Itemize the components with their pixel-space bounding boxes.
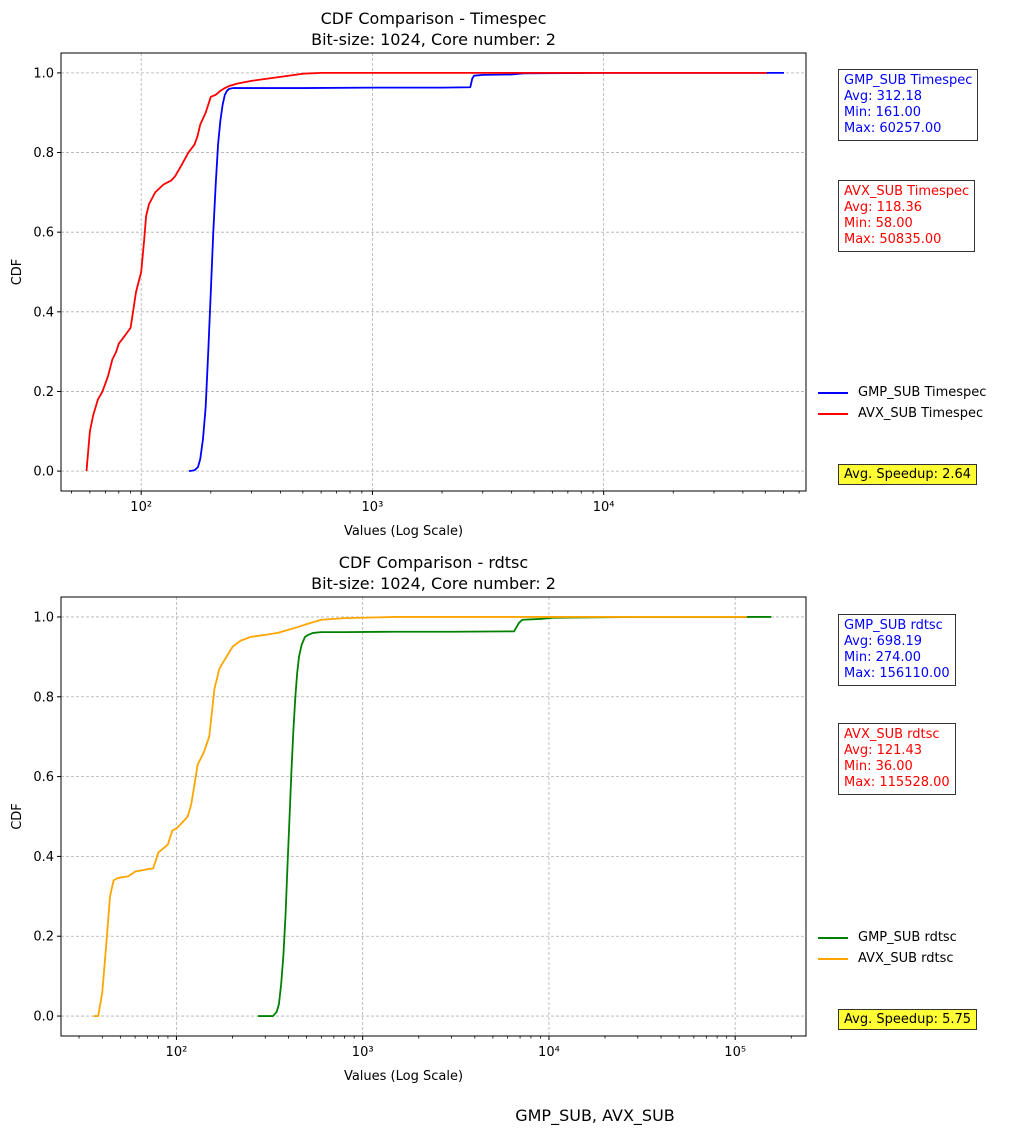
y-tick-label: 0.2 (33, 385, 54, 400)
x-minor-ticks (71, 491, 800, 494)
x-tick-label: 10⁴ (593, 500, 615, 515)
stats-line: Avg: 312.18 (844, 89, 923, 104)
x-tick-label: 10³ (352, 1045, 374, 1060)
y-tick-label: 1.0 (33, 610, 54, 625)
legend-item: GMP_SUB Timespec (818, 382, 986, 403)
legend-swatch (818, 936, 848, 939)
y-tick-label: 0.8 (33, 146, 54, 161)
legend: GMP_SUB Timespec AVX_SUB Timespec (818, 382, 986, 424)
stats-line: Avg: 121.43 (844, 743, 923, 758)
stats-line: Min: 36.00 (844, 759, 913, 774)
legend-label: GMP_SUB rdtsc (858, 930, 957, 945)
stats-line: Max: 115528.00 (844, 775, 950, 790)
stats-line: Max: 156110.00 (844, 666, 950, 681)
chart-subtitle: Bit-size: 1024, Core number: 2 (311, 574, 556, 593)
stats-line: GMP_SUB Timespec (844, 73, 973, 88)
legend-swatch (818, 957, 848, 960)
stats-line: Min: 58.00 (844, 216, 913, 231)
y-tick-label: 0.4 (33, 850, 54, 865)
stats-line: Avg: 698.19 (844, 634, 923, 649)
legend: GMP_SUB rdtsc AVX_SUB rdtsc (818, 927, 957, 969)
axes-frame (60, 52, 807, 492)
x-tick-label: 10⁴ (538, 1045, 560, 1060)
legend-swatch (818, 412, 848, 415)
y-tick-label: 1.0 (33, 66, 54, 81)
stats-line: AVX_SUB Timespec (844, 184, 970, 199)
legend-label: AVX_SUB rdtsc (858, 951, 954, 966)
x-tick-label: 10⁵ (724, 1045, 746, 1060)
y-tick-label: 0.8 (33, 690, 54, 705)
stats-line: Max: 50835.00 (844, 232, 942, 247)
y-axis-label: CDF (10, 259, 25, 286)
grid-lines (61, 597, 806, 1036)
speedup-box: Avg. Speedup: 2.64 (838, 464, 978, 485)
stats-line: Max: 60257.00 (844, 121, 942, 136)
speedup-box: Avg. Speedup: 5.75 (838, 1009, 978, 1030)
y-tick-label: 0.2 (33, 930, 54, 945)
series-line-avx (85, 72, 767, 472)
stats-line: Min: 274.00 (844, 650, 922, 665)
axes-frame (60, 596, 807, 1037)
chart-title: CDF Comparison - Timespec (321, 9, 547, 28)
gmp-stats-box: GMP_SUB rdtsc Avg: 698.19 Min: 274.00 Max: … (838, 614, 956, 686)
legend-item: AVX_SUB Timespec (818, 403, 986, 424)
stats-line: Avg: 118.36 (844, 200, 923, 215)
series-line-gmp (188, 72, 785, 472)
stats-line: AVX_SUB rdtsc (844, 727, 940, 742)
legend-swatch (818, 391, 848, 394)
x-tick-label: 10² (130, 500, 152, 515)
chart-subtitle: Bit-size: 1024, Core number: 2 (311, 30, 556, 49)
chart-title: CDF Comparison - rdtsc (339, 553, 528, 572)
gmp-stats-box: GMP_SUB Timespec Avg: 312.18 Min: 161.00 Ma… (838, 69, 979, 141)
series-line-avx (93, 616, 747, 1017)
avx-stats-box: AVX_SUB rdtsc Avg: 121.43 Min: 36.00 Max: 1… (838, 723, 956, 795)
legend-item: GMP_SUB rdtsc (818, 927, 957, 948)
legend-label: GMP_SUB Timespec (858, 385, 987, 400)
series-line-gmp (257, 616, 772, 1017)
avx-stats-box: AVX_SUB Timespec Avg: 118.36 Min: 58.00 Max… (838, 180, 976, 252)
y-tick-label: 0.0 (33, 465, 54, 480)
x-axis-label: Values (Log Scale) (344, 524, 463, 539)
y-tick-label: 0.6 (33, 770, 54, 785)
figure-footer: GMP_SUB, AVX_SUB (515, 1106, 675, 1125)
stats-line: GMP_SUB rdtsc (844, 618, 943, 633)
y-tick-label: 0.0 (33, 1010, 54, 1025)
y-tick-label: 0.6 (33, 226, 54, 241)
x-tick-label: 10² (166, 1045, 188, 1060)
grid-lines (61, 53, 806, 491)
legend-label: AVX_SUB Timespec (858, 406, 984, 421)
x-tick-label: 10³ (362, 500, 384, 515)
y-axis-label: CDF (10, 803, 25, 830)
x-axis-label: Values (Log Scale) (344, 1069, 463, 1084)
x-minor-ticks (78, 1036, 792, 1039)
legend-item: AVX_SUB rdtsc (818, 948, 957, 969)
stats-line: Min: 161.00 (844, 105, 922, 120)
y-tick-label: 0.4 (33, 305, 54, 320)
